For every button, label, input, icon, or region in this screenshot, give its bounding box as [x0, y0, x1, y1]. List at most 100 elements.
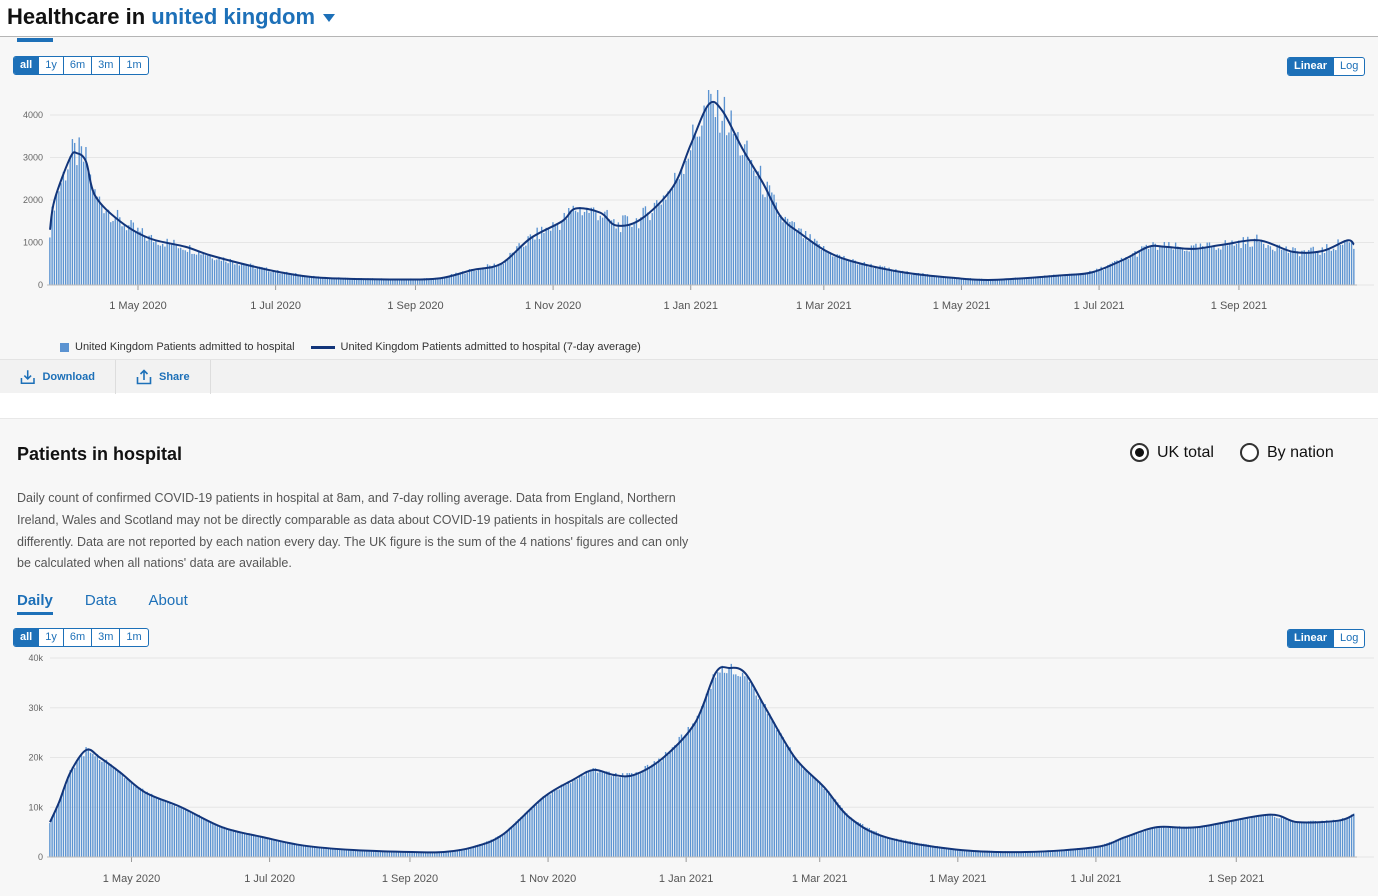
tab-about[interactable]: About: [148, 592, 188, 609]
bar: [1202, 246, 1204, 285]
bar: [1052, 850, 1054, 857]
bar: [841, 257, 843, 285]
bar: [185, 810, 187, 857]
scale-linear[interactable]: Linear: [1288, 630, 1334, 647]
bar: [947, 276, 949, 285]
bar: [105, 759, 108, 857]
bar: [626, 216, 629, 285]
bar: [391, 851, 393, 857]
bar: [565, 784, 567, 857]
bar: [829, 252, 832, 285]
bar: [793, 222, 796, 285]
bar: [832, 799, 834, 857]
bar: [730, 110, 732, 286]
bar: [992, 279, 994, 285]
bar: [933, 276, 935, 285]
range-all[interactable]: all: [14, 57, 39, 74]
bar: [198, 250, 200, 285]
bar: [1187, 826, 1190, 857]
range-1m[interactable]: 1m: [119, 629, 147, 646]
bar: [1258, 241, 1260, 285]
bar: [153, 796, 155, 857]
bar: [907, 841, 909, 857]
bar: [1282, 818, 1285, 857]
bar: [329, 847, 332, 857]
range-6m[interactable]: 6m: [62, 629, 91, 646]
radio-by-nation[interactable]: By nation: [1240, 443, 1334, 462]
scale-linear[interactable]: Linear: [1288, 58, 1334, 75]
bar: [642, 207, 644, 285]
bar: [771, 192, 773, 285]
bar: [683, 738, 685, 857]
bar: [143, 236, 146, 285]
radio-uk-total[interactable]: UK total: [1130, 443, 1214, 462]
bar: [899, 272, 902, 285]
range-all[interactable]: all: [14, 629, 39, 646]
bar: [568, 208, 570, 285]
bar: [951, 278, 953, 285]
share-button[interactable]: Share: [116, 360, 211, 394]
bar: [987, 279, 990, 285]
bar: [453, 275, 455, 285]
bar: [1079, 848, 1081, 857]
range-6m[interactable]: 6m: [62, 57, 91, 74]
bar: [472, 847, 474, 857]
bar: [345, 849, 348, 857]
bar: [559, 229, 561, 285]
bar: [604, 211, 606, 285]
tab-data[interactable]: Data: [84, 592, 117, 609]
x-tick-label: 1 Sep 2021: [1208, 873, 1264, 885]
range-1y[interactable]: 1y: [38, 629, 63, 646]
bar: [1244, 243, 1247, 285]
bar: [309, 846, 311, 857]
bar: [1049, 850, 1052, 857]
tab-daily[interactable]: Daily: [17, 592, 53, 615]
bar: [148, 235, 150, 285]
bar: [488, 840, 490, 857]
bar: [234, 830, 237, 857]
bar: [1328, 820, 1330, 857]
bar: [96, 196, 98, 285]
bar: [119, 771, 121, 857]
radio-selected-icon: [1130, 443, 1149, 462]
bar: [366, 850, 368, 857]
download-button[interactable]: Download: [0, 360, 116, 394]
bar: [395, 851, 397, 857]
bar: [630, 773, 633, 857]
bar: [547, 228, 550, 285]
bar: [547, 794, 549, 857]
bar: [402, 851, 404, 857]
bar: [1150, 247, 1152, 285]
bar: [1353, 248, 1355, 285]
bar: [1110, 841, 1113, 857]
bar: [1002, 851, 1004, 857]
bar: [123, 225, 125, 285]
bar: [647, 212, 649, 285]
range-3m[interactable]: 3m: [91, 57, 119, 74]
range-3m[interactable]: 3m: [91, 629, 119, 646]
bar: [843, 255, 845, 285]
bar: [1296, 251, 1299, 285]
bar: [466, 272, 468, 285]
bar: [524, 812, 526, 857]
bar: [996, 279, 999, 285]
scale-log[interactable]: Log: [1333, 630, 1364, 647]
bar: [361, 850, 363, 857]
range-1y[interactable]: 1y: [38, 57, 63, 74]
bar: [490, 839, 492, 857]
bar: [628, 224, 631, 285]
scale-log[interactable]: Log: [1333, 58, 1364, 75]
bar: [105, 211, 107, 285]
bar: [586, 207, 588, 285]
bar: [334, 848, 336, 857]
bar: [1233, 819, 1235, 857]
bar: [898, 839, 900, 857]
bar: [768, 185, 771, 285]
bar: [653, 761, 655, 857]
bar: [344, 277, 347, 285]
x-tick-label: 1 Jul 2021: [1074, 300, 1125, 312]
bar: [870, 830, 873, 857]
range-1m[interactable]: 1m: [119, 57, 147, 74]
location-selector[interactable]: united kingdom: [151, 4, 336, 29]
bar: [67, 169, 69, 285]
